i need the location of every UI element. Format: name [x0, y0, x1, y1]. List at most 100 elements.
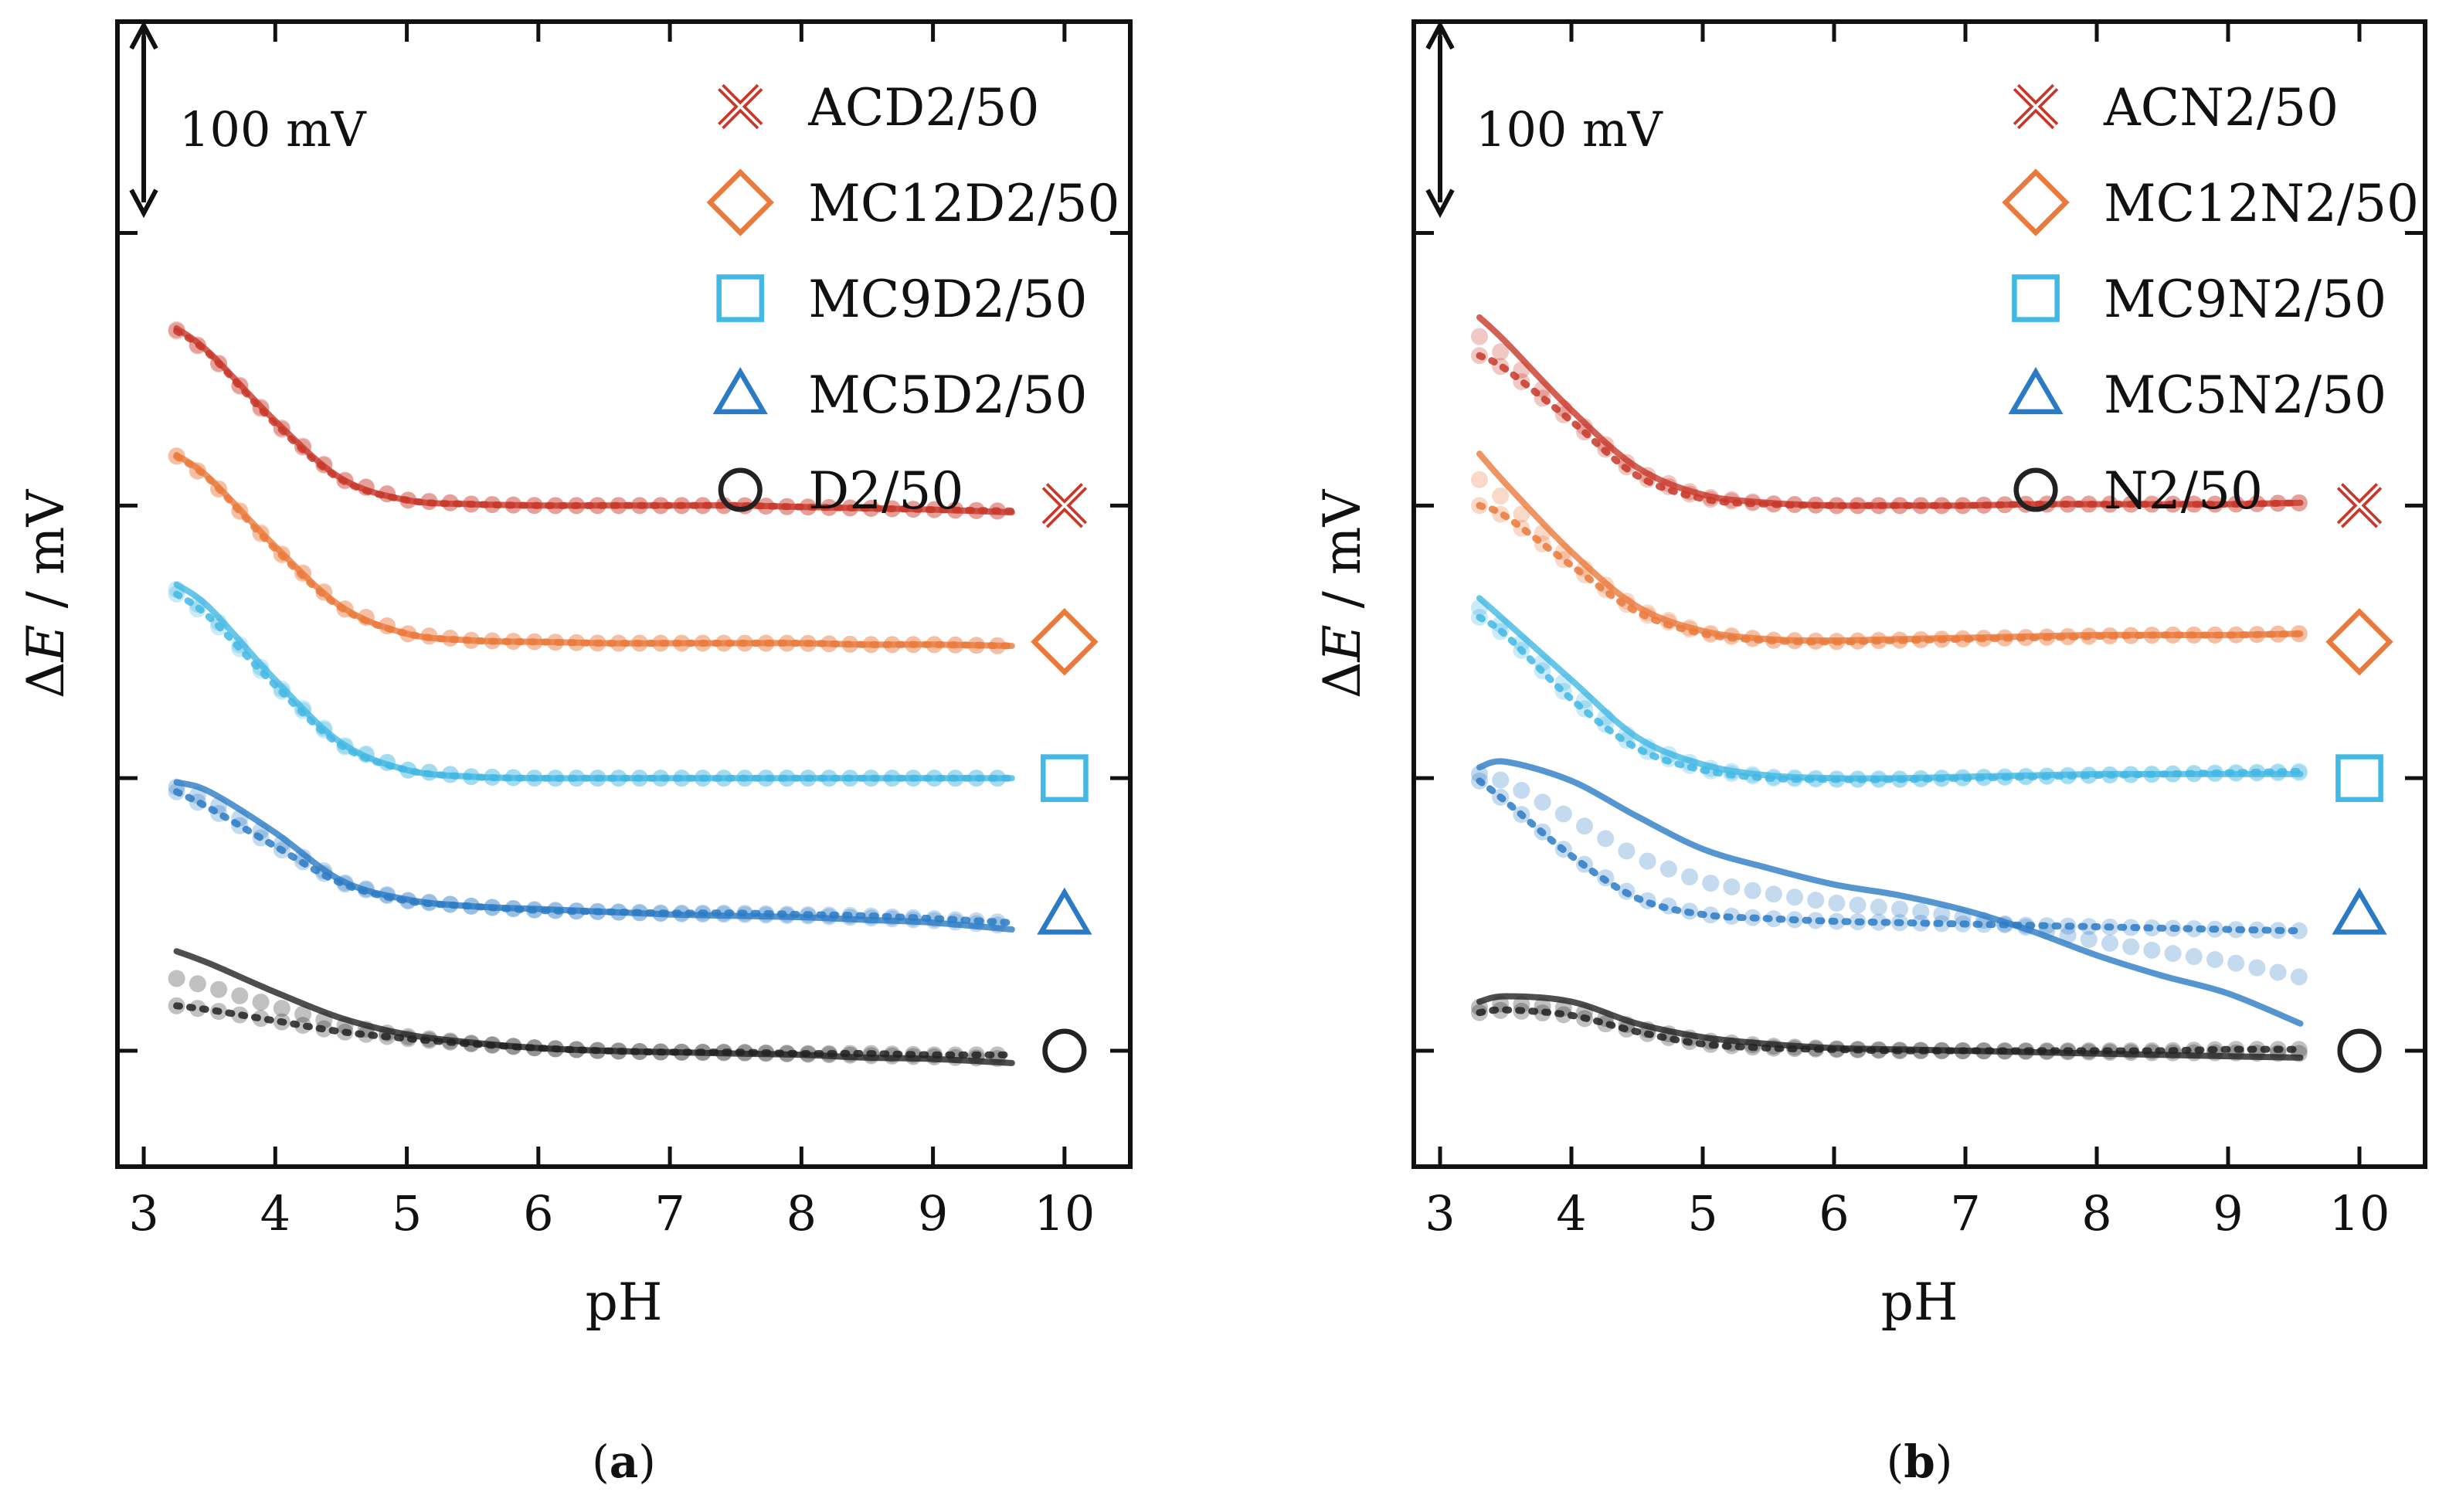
baseline-marker-d: [2339, 484, 2380, 526]
legend-item: MC9D2/50: [716, 270, 1087, 329]
legend-item: D2/50: [718, 461, 963, 521]
x-tick-label: 9: [918, 1185, 948, 1242]
scale-bar-label: 100 mV: [1476, 101, 1663, 158]
y-axis-title-unit: / mV: [1313, 489, 1372, 625]
series-mc5n2-50: [1471, 758, 2387, 1027]
baseline-marker-d: [1044, 484, 1085, 526]
legend-label: ACD2/50: [807, 78, 1039, 138]
legend-marker: [712, 367, 768, 415]
data-point: [1534, 793, 1551, 811]
data-point: [1765, 910, 1782, 928]
chart-panel-b: 3 4 5 6 7 8 9 10 pH ΔE / mV 100 mV ACN2/50 MC12N2/50…: [1313, 19, 2427, 1488]
data-point: [2122, 938, 2140, 956]
fit-line: [173, 452, 1015, 649]
legend-label: MC5N2/50: [2104, 365, 2386, 425]
legend-marker: [718, 467, 763, 512]
x-tick-label: 10: [1034, 1185, 1095, 1242]
data-point: [1870, 913, 1887, 931]
series-mc5d2-50: [168, 778, 1092, 935]
legend-marker: [2013, 467, 2058, 512]
data-point: [1933, 906, 1951, 923]
x-tick-label: 8: [786, 1185, 817, 1242]
x-tick-label: 7: [654, 1185, 684, 1242]
series-acn2-50: [1471, 314, 2383, 528]
y-axis-title-symbol: E: [1313, 624, 1372, 662]
data-point: [1912, 902, 1930, 920]
x-tick-label: 5: [392, 1185, 422, 1242]
data-point: [1786, 889, 1803, 906]
data-point: [1744, 882, 1761, 899]
data-point: [357, 1025, 375, 1043]
panel-label-close: ): [638, 1436, 656, 1488]
fit-line: [1476, 314, 2304, 509]
x-tick-label: 10: [2329, 1185, 2390, 1242]
scale-bar-arrow-down: [1425, 189, 1455, 219]
panel-label-letter: b: [1904, 1436, 1935, 1488]
x-axis-title: pH: [1881, 1272, 1958, 1332]
scale-bar-arrow-down: [129, 189, 158, 219]
legend-item: N2/50: [2013, 461, 2263, 521]
legend-item: ACD2/50: [718, 78, 1040, 138]
legend-label: MC12N2/50: [2104, 174, 2419, 233]
baseline-marker: [2337, 1028, 2382, 1073]
baseline-marker: [1042, 1028, 1087, 1073]
legend-item: MC12N2/50: [2002, 168, 2419, 236]
data-point: [1576, 817, 1593, 835]
legend-marker-d: [2015, 86, 2057, 127]
series-mc12d2-50: [168, 447, 1099, 676]
x-tick-label: 5: [1687, 1185, 1717, 1242]
baseline-marker: [2332, 887, 2387, 935]
legend-marker: [716, 274, 765, 322]
fit-line: [1476, 595, 2304, 782]
data-point: [1765, 885, 1782, 903]
data-point: [1471, 765, 1488, 783]
legend-marker: [2002, 168, 2070, 236]
panel-label-open: (: [592, 1436, 610, 1488]
data-point: [2269, 963, 2287, 981]
data-point: [1554, 805, 1572, 823]
x-tick-label: 3: [1425, 1185, 1455, 1242]
data-point: [294, 1005, 312, 1023]
data-point: [2290, 968, 2308, 986]
x-tick-label: 4: [260, 1185, 290, 1242]
data-point: [1597, 830, 1615, 848]
y-axis-title: ΔE / mV: [16, 489, 76, 699]
baseline-marker: [1041, 754, 1089, 803]
data-point: [1828, 894, 1846, 912]
series-mc9d2-50: [168, 580, 1089, 803]
panel-label: (b): [1887, 1436, 1953, 1488]
data-point: [189, 1000, 206, 1018]
data-point: [2080, 918, 2098, 936]
legend-item: MC5N2/50: [2008, 365, 2386, 425]
data-point: [1723, 878, 1741, 895]
plot-frame: [1411, 19, 2427, 1169]
data-point: [1975, 916, 1992, 933]
fit-line: [173, 948, 1015, 1066]
x-tick-label: 7: [1950, 1185, 1980, 1242]
data-point: [2290, 922, 2308, 939]
data-line: [1476, 777, 2304, 935]
panel-label-close: ): [1935, 1436, 1953, 1488]
series-mc9n2-50: [1471, 595, 2383, 803]
y-axis-title-prefix: Δ: [16, 661, 76, 698]
data-point: [2248, 959, 2266, 977]
legend-item: MC5D2/50: [712, 365, 1087, 425]
data-point: [273, 1000, 290, 1018]
data-point: [1659, 860, 1677, 878]
legend-label: MC12D2/50: [808, 174, 1119, 233]
data-point: [210, 980, 228, 998]
data-point: [2101, 934, 2118, 952]
data-point: [1702, 875, 1720, 892]
data-point: [189, 975, 206, 993]
data-line: [173, 590, 1016, 782]
baseline-marker: [2325, 608, 2393, 676]
data-point: [231, 987, 249, 1004]
series-n2-50: [1471, 993, 2382, 1073]
legend-marker: [2012, 274, 2060, 322]
x-tick-label: 6: [1819, 1185, 1849, 1242]
data-point: [1618, 842, 1636, 860]
legend-marker-d: [719, 86, 761, 127]
data-point: [2185, 948, 2203, 966]
x-tick-label: 4: [1556, 1185, 1586, 1242]
